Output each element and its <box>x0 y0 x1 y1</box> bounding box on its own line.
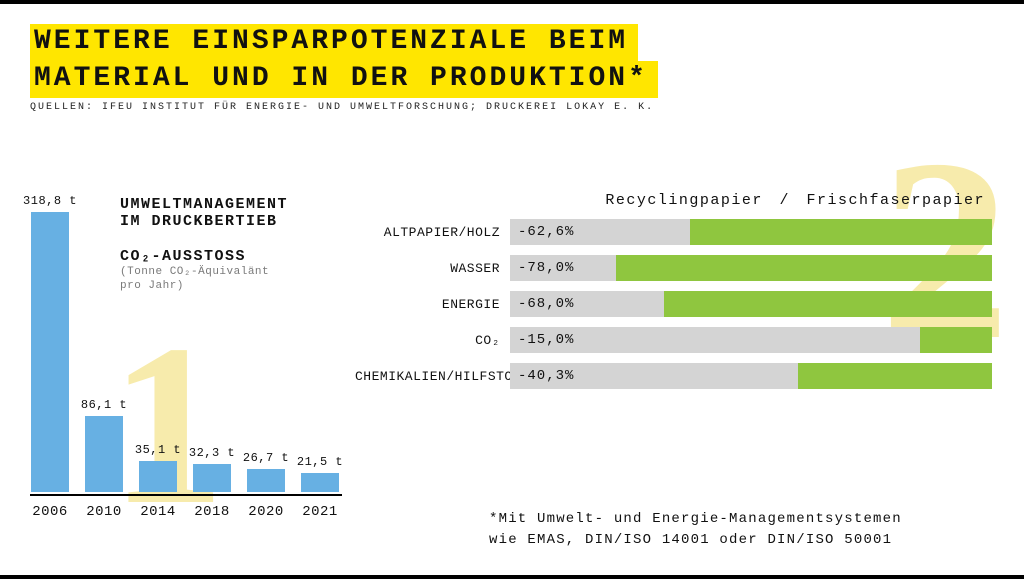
row-label: ENERGIE <box>355 297 500 312</box>
row-value: -62,6% <box>518 224 574 240</box>
row-bar-area: -78,0% <box>510 255 992 281</box>
x-tick-label: 2021 <box>300 504 340 520</box>
bar <box>31 212 69 492</box>
bar-col: 26,7 t <box>246 451 286 492</box>
bar-value-label: 26,7 t <box>243 451 289 465</box>
row-value: -15,0% <box>518 332 574 348</box>
row-label: CO₂ <box>355 333 500 348</box>
row-value: -40,3% <box>518 368 574 384</box>
title-line-1: WEITERE EINSPARPOTENZIALE BEIM <box>30 24 638 61</box>
legend-freshfiber: Frischfaserpapier <box>806 192 985 209</box>
comparison-row: WASSER -78,0% <box>355 255 995 281</box>
right-legend: Recyclingpapier / Frischfaserpapier <box>355 192 995 209</box>
bar-value-label: 35,1 t <box>135 443 181 457</box>
bar-value-label: 318,8 t <box>23 194 77 208</box>
bar <box>301 473 339 492</box>
bar-col: 86,1 t <box>84 398 124 492</box>
x-axis-labels: 2006 2010 2014 2018 2020 2021 <box>30 504 340 520</box>
comparison-row: CHEMIKALIEN/HILFSTOFFE -40,3% <box>355 363 995 389</box>
bar <box>139 461 177 492</box>
footnote: *Mit Umwelt- und Energie-Managementsyste… <box>489 509 999 551</box>
bar <box>193 464 231 492</box>
bar <box>247 469 285 492</box>
sources-text: QUELLEN: IFEU INSTITUT FÜR ENERGIE- UND … <box>30 102 654 113</box>
comparison-row: ENERGIE -68,0% <box>355 291 995 317</box>
x-tick-label: 2010 <box>84 504 124 520</box>
row-bar-area: -68,0% <box>510 291 992 317</box>
row-value: -78,0% <box>518 260 574 276</box>
title-block: WEITERE EINSPARPOTENZIALE BEIM MATERIAL … <box>30 24 658 98</box>
x-tick-label: 2018 <box>192 504 232 520</box>
comparison-row: ALTPAPIER/HOLZ -62,6% <box>355 219 995 245</box>
bar <box>85 416 123 492</box>
bar-value-label: 32,3 t <box>189 446 235 460</box>
x-tick-label: 2020 <box>246 504 286 520</box>
row-bar-area: -62,6% <box>510 219 992 245</box>
row-bar-area: -15,0% <box>510 327 992 353</box>
bar-col: 32,3 t <box>192 446 232 492</box>
row-label: ALTPAPIER/HOLZ <box>355 225 500 240</box>
legend-separator: / <box>773 192 796 209</box>
footnote-line-1: *Mit Umwelt- und Energie-Managementsyste… <box>489 509 999 530</box>
paper-comparison-chart: Recyclingpapier / Frischfaserpapier ALTP… <box>355 192 995 399</box>
row-label: CHEMIKALIEN/HILFSTOFFE <box>355 369 500 384</box>
legend-recycling: Recyclingpapier <box>605 192 763 209</box>
footnote-line-2: wie EMAS, DIN/ISO 14001 oder DIN/ISO 500… <box>489 530 999 551</box>
bar-value-label: 21,5 t <box>297 455 343 469</box>
bar-col: 21,5 t <box>300 455 340 492</box>
row-label: WASSER <box>355 261 500 276</box>
title-line-2: MATERIAL UND IN DER PRODUKTION* <box>30 61 658 98</box>
bars-container: 318,8 t 86,1 t 35,1 t 32,3 t 26,7 t 21,5 t <box>30 192 342 492</box>
co2-bar-chart: UMWELTMANAGEMENT IM DRUCKBERTIEB CO₂-AUS… <box>30 170 350 520</box>
row-value: -68,0% <box>518 296 574 312</box>
x-tick-label: 2006 <box>30 504 70 520</box>
x-axis-line <box>30 494 342 496</box>
bar-value-label: 86,1 t <box>81 398 127 412</box>
bar-col: 318,8 t <box>30 194 70 492</box>
bar-col: 35,1 t <box>138 443 178 492</box>
right-rows-container: ALTPAPIER/HOLZ -62,6% WASSER -78,0% ENERGIE -… <box>355 219 995 389</box>
x-tick-label: 2014 <box>138 504 178 520</box>
comparison-row: CO₂ -15,0% <box>355 327 995 353</box>
row-bar-area: -40,3% <box>510 363 992 389</box>
